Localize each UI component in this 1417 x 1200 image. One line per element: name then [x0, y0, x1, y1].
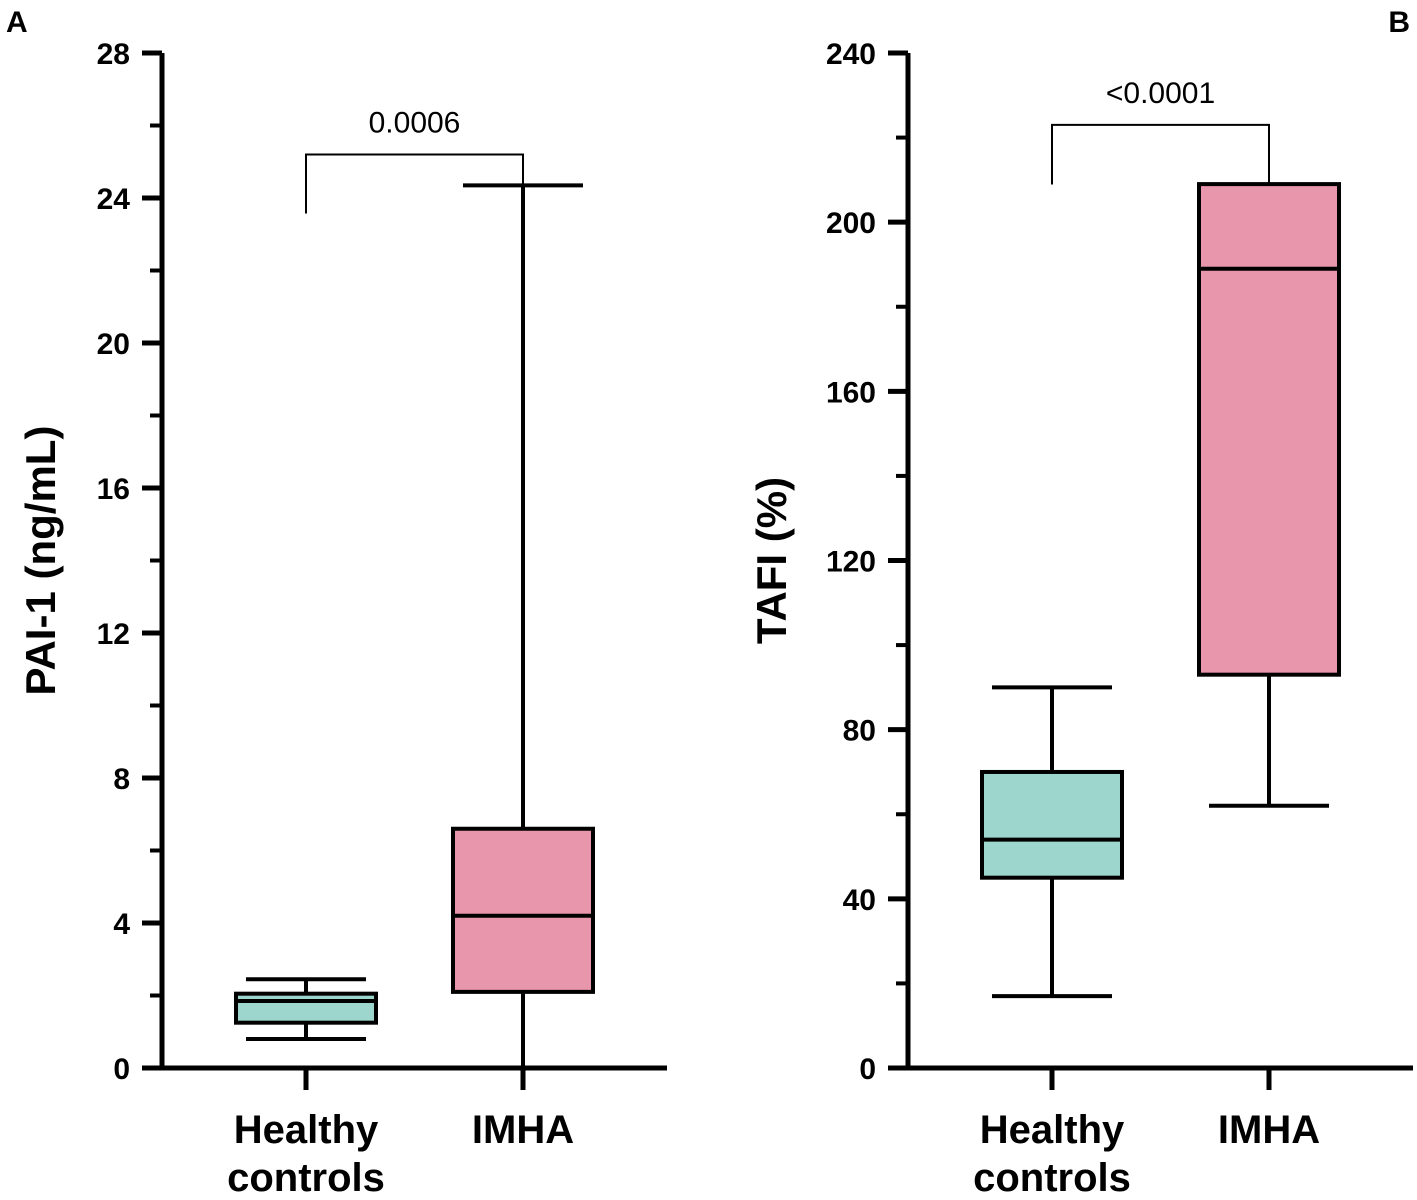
panel-label: A [6, 6, 28, 39]
y-tick-label: 24 [97, 183, 131, 216]
x-category-label: IMHA [1218, 1108, 1320, 1152]
y-tick-label: 0 [859, 1053, 876, 1086]
x-category-label-line: Healthy [980, 1108, 1125, 1152]
box-healthy-controls [980, 685, 1124, 999]
x-category-label-line: IMHA [1218, 1108, 1320, 1152]
y-tick-label: 8 [113, 763, 130, 796]
x-category-label-line: controls [973, 1156, 1131, 1200]
x-category-label-line: IMHA [472, 1108, 574, 1152]
panel-label: B [1388, 6, 1410, 39]
bracket-line [1051, 123, 1270, 185]
significance-bracket: <0.0001 [1051, 77, 1270, 185]
y-axis-title: PAI-1 (ng/mL) [17, 426, 64, 696]
bracket-line [305, 153, 524, 214]
y-tick-label: 28 [97, 38, 130, 71]
box-iqr [234, 991, 378, 1025]
box-iqr [980, 769, 1124, 880]
x-category-label: IMHA [472, 1108, 574, 1152]
x-category-label: Healthy controls [227, 1108, 385, 1200]
p-value-label: 0.0006 [369, 107, 461, 140]
significance-bracket: 0.0006 [305, 107, 524, 214]
y-tick-label: 0 [113, 1053, 130, 1086]
y-tick-label: 40 [843, 884, 876, 917]
y-tick-label: 160 [826, 376, 876, 409]
y-tick-label: 120 [826, 546, 876, 579]
x-category-label: Healthy controls [973, 1108, 1131, 1200]
y-tick-label: 12 [97, 618, 130, 651]
y-tick-label: 16 [97, 473, 130, 506]
panel-b-tafi: B 0 40 80 120 160 200 240 TAFI (%) Healthy control… [748, 6, 1413, 1200]
x-category-label-line: controls [227, 1156, 385, 1200]
y-tick-label: 240 [826, 38, 876, 71]
x-category-label-line: Healthy [234, 1108, 379, 1152]
p-value-label: <0.0001 [1106, 77, 1215, 110]
box-imha [451, 183, 595, 1068]
y-tick-label: 20 [97, 328, 130, 361]
y-tick-label: 4 [113, 908, 130, 941]
y-tick-label: 200 [826, 207, 876, 240]
y-tick-label: 80 [843, 715, 876, 748]
panel-a-pai1: A 0 4 8 12 16 20 24 28 PAI-1 (ng/mL) Healthy contro… [6, 6, 667, 1200]
box-iqr [451, 826, 595, 994]
y-axis-title: TAFI (%) [748, 477, 795, 644]
box-iqr [1197, 182, 1341, 677]
box-imha [1197, 182, 1341, 808]
box-healthy-controls [234, 977, 378, 1041]
